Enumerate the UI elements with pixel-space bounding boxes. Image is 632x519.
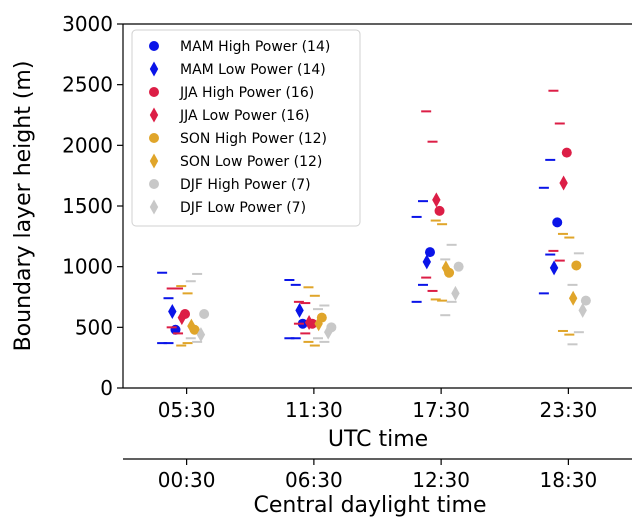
- legend-marker: [149, 133, 159, 143]
- data-point: [168, 304, 177, 320]
- data-point: [568, 290, 578, 306]
- series-7: [196, 285, 587, 343]
- data-point: [571, 260, 582, 271]
- secondary-x-tick-label: 06:30: [285, 468, 343, 492]
- x-axis: 05:30 11:30 17:30 23:30 00:30 06:30 12:30 18:30: [158, 388, 597, 492]
- x-tick-label: 05:30: [158, 398, 216, 422]
- secondary-x-axis-label: Central daylight time: [253, 493, 486, 518]
- data-marks: [157, 89, 591, 347]
- data-point: [424, 247, 435, 258]
- series-4: [176, 219, 582, 347]
- data-point: [453, 261, 464, 272]
- data-point: [561, 147, 572, 158]
- secondary-x-tick-label: 00:30: [158, 468, 216, 492]
- legend-marker: [149, 199, 159, 215]
- series-5: [187, 260, 578, 334]
- legend-entry: MAM Low Power (14): [180, 62, 326, 78]
- data-point: [434, 205, 445, 216]
- data-point: [196, 327, 206, 343]
- data-point: [177, 310, 187, 326]
- legend-entry: DJF High Power (7): [180, 177, 311, 193]
- legend-marker: [149, 41, 159, 51]
- y-tick-label: 2000: [62, 133, 113, 157]
- y-tick-label: 1000: [62, 255, 113, 279]
- legend: MAM High Power (14) MAM Low Power (14) JJA…: [131, 29, 361, 227]
- y-tick-label: 2500: [62, 73, 113, 97]
- data-point: [578, 302, 587, 318]
- data-point: [422, 254, 432, 270]
- data-point: [432, 192, 441, 208]
- data-point: [552, 217, 563, 228]
- legend-box: [131, 29, 361, 227]
- data-point: [549, 260, 559, 276]
- secondary-x-tick-label: 18:30: [540, 468, 598, 492]
- series-6: [185, 243, 591, 346]
- y-tick-label: 1500: [62, 194, 113, 218]
- series-1: [168, 254, 559, 320]
- y-axis: 0 500 1000 1500 2000 2500 3000: [62, 12, 123, 400]
- data-point: [187, 318, 196, 334]
- y-tick-label: 3000: [62, 12, 113, 36]
- legend-marker: [149, 107, 159, 123]
- legend-entry: SON Low Power (12): [180, 154, 322, 170]
- legend-entry: MAM High Power (14): [180, 39, 330, 55]
- secondary-x-tick-label: 12:30: [412, 468, 470, 492]
- x-tick-label: 17:30: [412, 398, 470, 422]
- legend-entry: DJF Low Power (7): [180, 200, 306, 216]
- data-point: [314, 316, 323, 332]
- legend-marker: [149, 61, 159, 77]
- data-point: [580, 295, 591, 306]
- legend-marker: [149, 87, 159, 97]
- data-point: [451, 285, 460, 301]
- data-point: [199, 308, 210, 319]
- legend-entry: JJA Low Power (16): [179, 108, 310, 124]
- legend-entry: JJA High Power (16): [179, 85, 314, 101]
- legend-marker: [149, 179, 159, 189]
- legend-marker: [149, 153, 159, 169]
- y-tick-label: 0: [100, 376, 113, 400]
- data-point: [323, 324, 333, 340]
- data-point: [441, 260, 451, 276]
- data-point: [304, 314, 314, 330]
- x-axis-label: UTC time: [328, 427, 428, 452]
- series-3: [177, 175, 568, 330]
- y-tick-label: 500: [75, 315, 113, 339]
- data-point: [559, 175, 568, 191]
- legend-entry: SON High Power (12): [180, 131, 327, 147]
- x-tick-label: 11:30: [285, 398, 343, 422]
- y-axis-label: Boundary layer height (m): [11, 61, 36, 352]
- x-tick-label: 23:30: [540, 398, 598, 422]
- data-point: [295, 302, 304, 318]
